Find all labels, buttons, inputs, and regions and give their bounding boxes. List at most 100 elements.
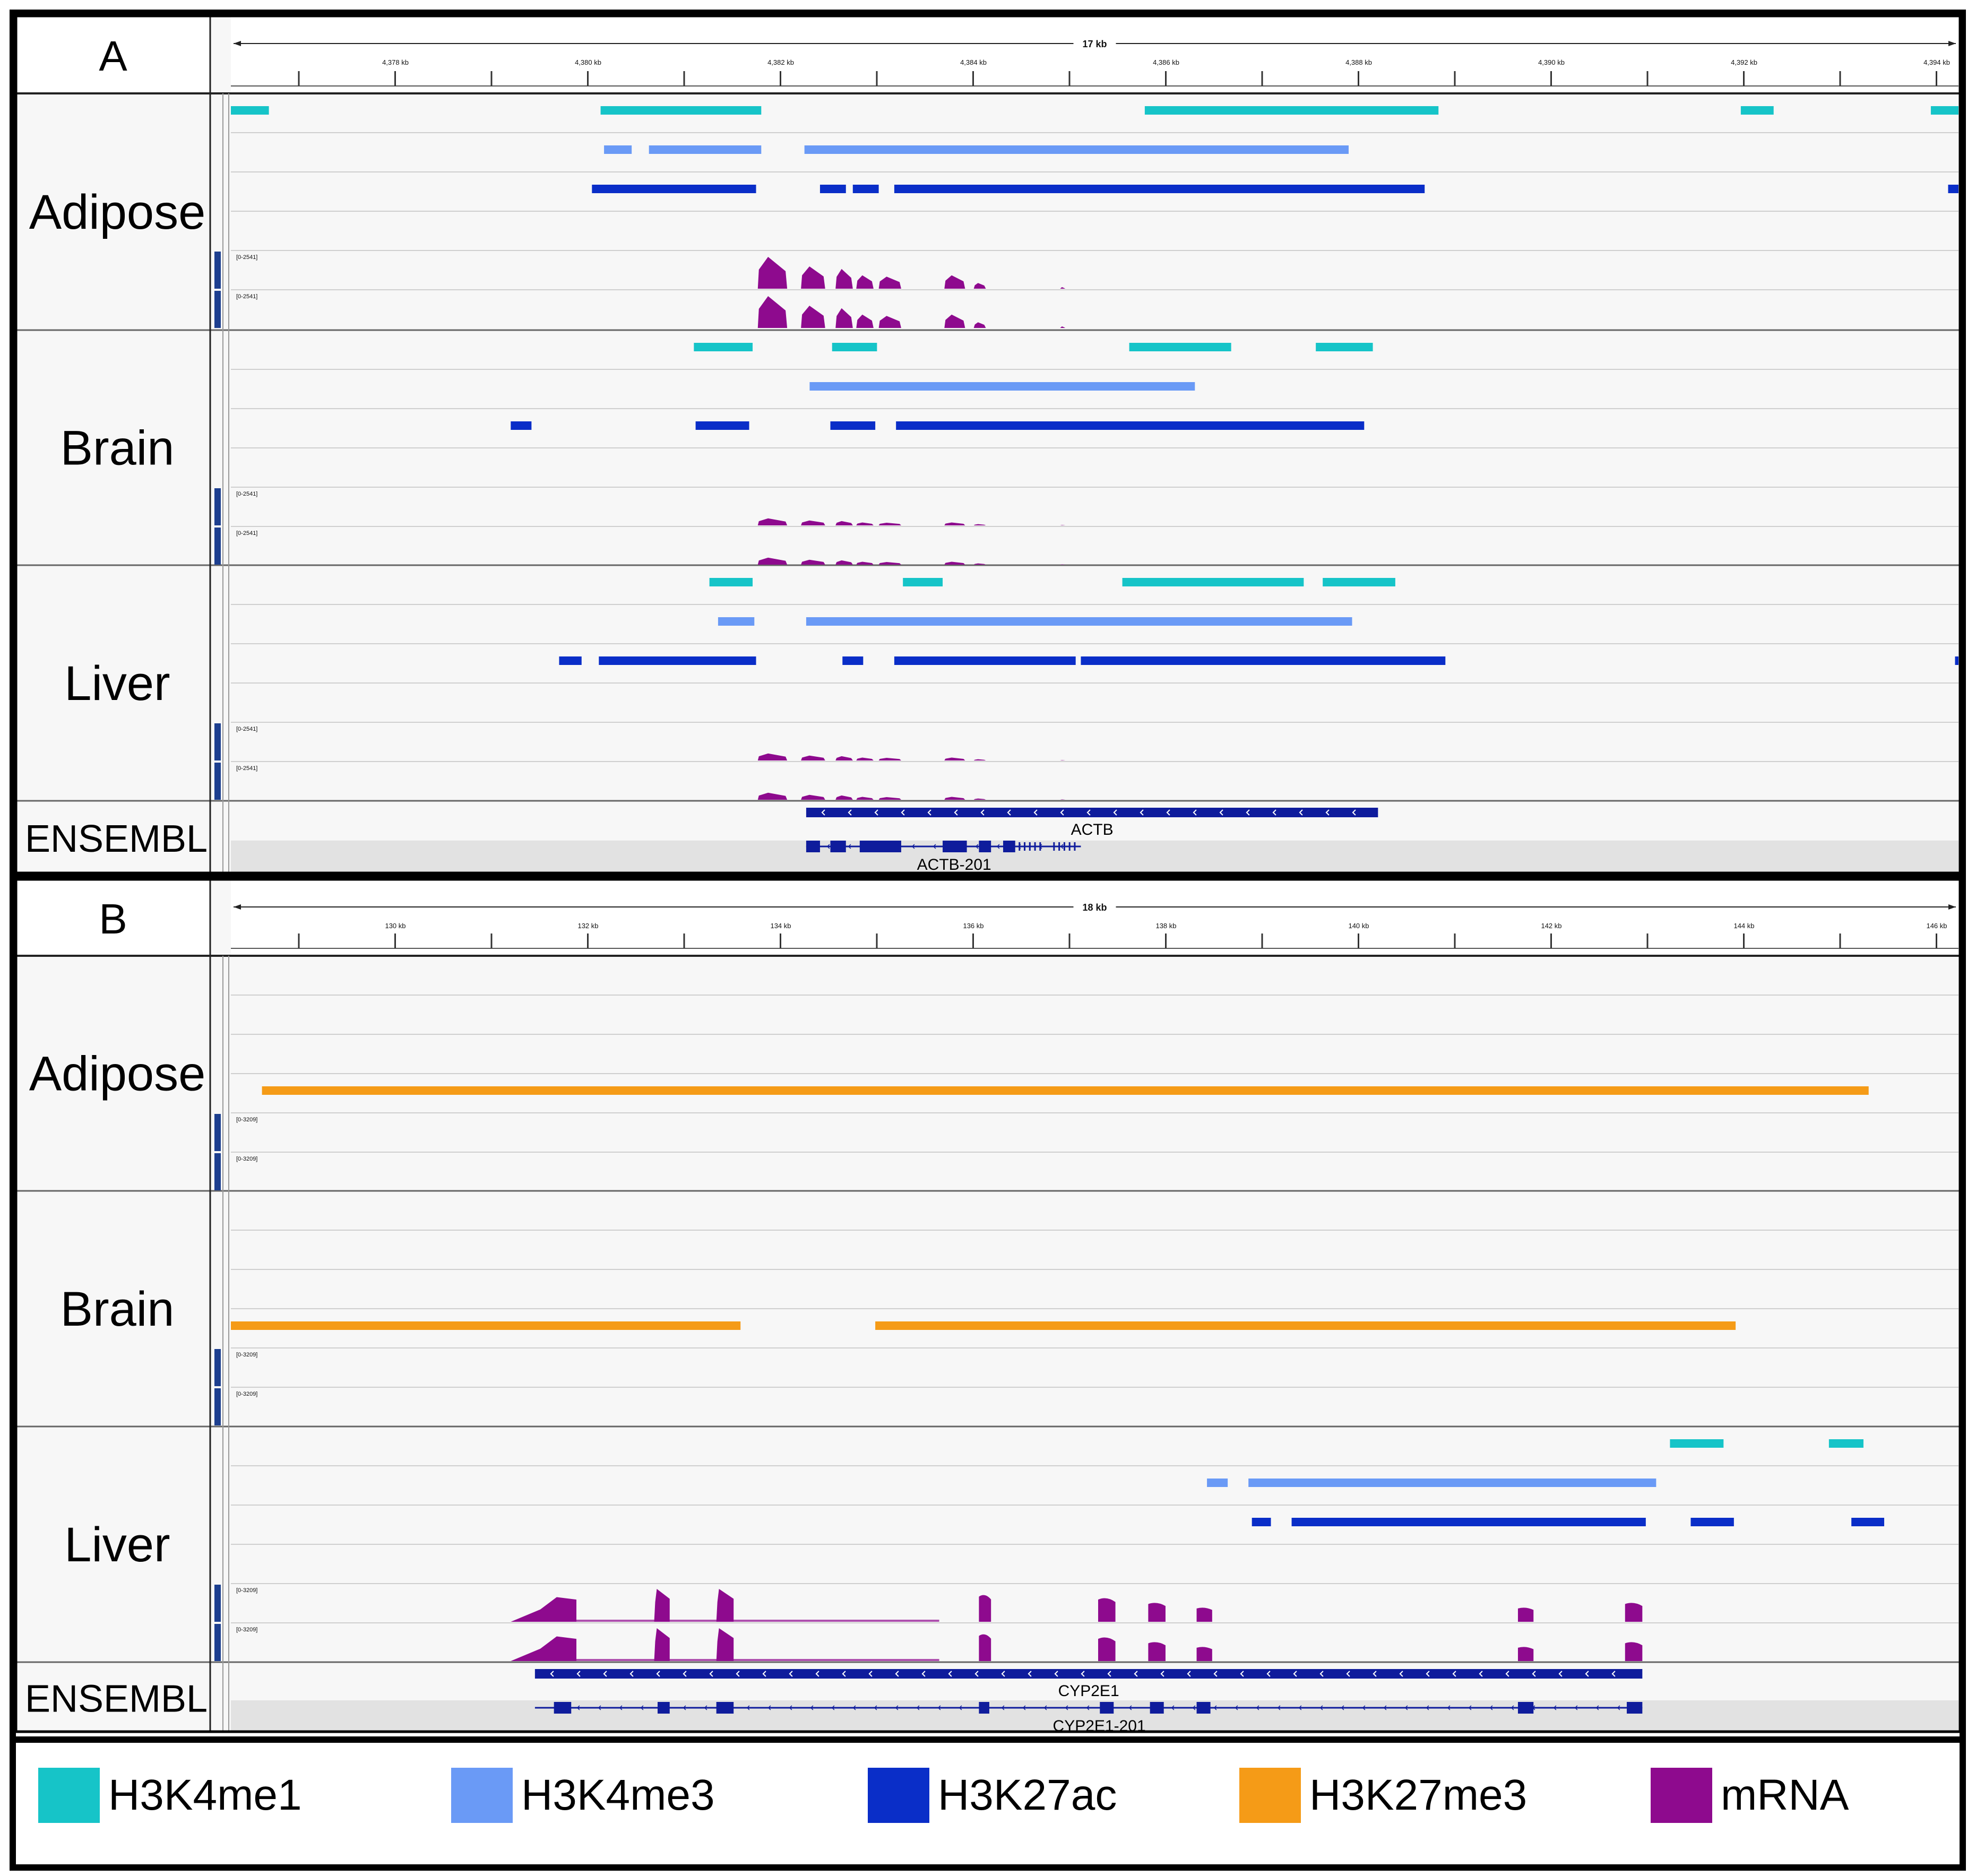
strand-arrow	[1001, 1705, 1005, 1710]
ruler-tick-label: 4,380 kb	[575, 58, 601, 66]
mrna-coverage	[801, 520, 825, 525]
strand-arrow	[1489, 1705, 1493, 1710]
strand-arrow	[1479, 1671, 1483, 1677]
strand-arrow	[810, 1705, 814, 1710]
peak-h3k4me1	[231, 106, 269, 115]
peak-h3k27ac	[1252, 1518, 1271, 1526]
strand-arrow	[848, 809, 852, 816]
ruler-tick-label: 132 kb	[577, 922, 598, 930]
strand-arrow	[1447, 1705, 1451, 1710]
span-label: 17 kb	[1082, 39, 1107, 49]
peak-h3k27ac	[894, 185, 1425, 193]
strand-arrow	[1054, 1671, 1058, 1677]
peak-h3k4me1	[600, 106, 762, 115]
strand-arrow	[1373, 1671, 1377, 1677]
exon	[657, 1702, 670, 1714]
exon	[716, 1702, 734, 1714]
utr-tick	[1019, 842, 1021, 851]
strand-arrow	[1128, 1705, 1132, 1710]
exon	[859, 841, 901, 852]
ruler-tick-label: 4,384 kb	[960, 58, 987, 66]
strand-arrow	[1081, 1671, 1085, 1677]
panel-background	[16, 16, 1960, 873]
strand-arrow	[954, 809, 958, 816]
legend-label: H3K4me3	[521, 1771, 715, 1819]
mrna-coverage	[1625, 1603, 1643, 1622]
mrna-coverage	[1625, 1642, 1643, 1661]
mrna-coverage	[856, 797, 874, 800]
mrna-coverage	[973, 563, 986, 565]
strand-arrow	[874, 809, 878, 816]
legend-item: H3K27me3	[1239, 1768, 1527, 1823]
mrna-track-marker	[214, 723, 221, 760]
strand-arrow	[1060, 844, 1064, 849]
peak-h3k27ac	[842, 656, 864, 665]
utr-tick	[1053, 842, 1055, 851]
peak-h3k27ac	[1081, 656, 1446, 665]
exon	[806, 841, 820, 852]
strand-arrow	[1213, 1671, 1218, 1677]
tissue-label: Liver	[64, 656, 170, 711]
strand-arrow	[1452, 1671, 1456, 1677]
mrna-coverage	[944, 275, 965, 289]
strand-arrow	[874, 1705, 877, 1710]
utr-tick	[1063, 842, 1065, 851]
exon	[979, 841, 991, 852]
legend-label: H3K27me3	[1309, 1771, 1527, 1819]
strand-arrow	[1399, 1671, 1403, 1677]
strand-arrow	[1240, 1671, 1244, 1677]
tissue-adipose: Adipose [0-2541] [0-2541]	[16, 106, 1960, 331]
transcript-name: ACTB-201	[917, 856, 991, 874]
strand-arrow	[1404, 1705, 1408, 1710]
gene-name: ACTB	[1071, 821, 1114, 838]
strand-arrow	[852, 1705, 856, 1710]
utr-tick	[1039, 842, 1041, 851]
peak-h3k27ac	[830, 421, 876, 430]
strand-arrow	[1468, 1705, 1472, 1710]
ruler-tick-label: 144 kb	[1733, 922, 1754, 930]
strand-arrow	[1134, 1671, 1138, 1677]
peak-h3k27me3	[262, 1086, 1869, 1095]
exon	[1150, 1702, 1164, 1714]
mrna-coverage	[757, 557, 788, 565]
peak-h3k27ac	[592, 185, 756, 193]
mrna-coverage	[835, 560, 853, 565]
tissue-label: Adipose	[29, 185, 205, 239]
strand-arrow	[1341, 1705, 1344, 1710]
mrna-track-marker	[214, 763, 221, 800]
mrna-coverage	[1060, 287, 1066, 289]
peak-h3k27ac	[559, 656, 582, 665]
tissue-brain: Brain [0-3209] [0-3209]	[16, 1230, 1960, 1428]
mrna-coverage	[944, 757, 965, 760]
legend-swatch	[451, 1768, 513, 1823]
strand-arrow	[1277, 1705, 1281, 1710]
strand-arrow	[1107, 1671, 1111, 1677]
exon	[1517, 1702, 1534, 1714]
peak-h3k4me3	[604, 145, 632, 154]
utr-tick	[1058, 842, 1060, 851]
utr-tick	[1068, 842, 1071, 851]
strand-arrow	[1426, 1705, 1429, 1710]
mrna-coverage	[973, 283, 986, 289]
gene-body	[534, 1669, 1643, 1679]
mrna-coverage	[878, 522, 901, 525]
strand-arrow	[1007, 809, 1011, 816]
strand-arrow	[1001, 1671, 1005, 1677]
mrna-coverage	[878, 276, 901, 289]
mrna-coverage	[878, 561, 901, 565]
strand-arrow	[1043, 1705, 1047, 1710]
track-scale-label: [0-2541]	[236, 293, 257, 300]
legend-swatch	[38, 1768, 100, 1823]
ruler-tick-label: 4,390 kb	[1538, 58, 1565, 66]
mrna-coverage	[979, 1595, 991, 1622]
legend-item: mRNA	[1651, 1768, 1849, 1823]
peak-h3k4me1	[694, 343, 753, 351]
strand-arrow	[901, 809, 905, 816]
ruler-tick-label: 130 kb	[385, 922, 405, 930]
mrna-coverage	[878, 757, 901, 760]
strand-arrow	[1558, 1671, 1563, 1677]
panel-letter: A	[99, 32, 127, 80]
mrna-coverage	[835, 756, 853, 760]
strand-arrow	[1065, 1705, 1068, 1710]
strand-arrow	[1574, 1705, 1578, 1710]
